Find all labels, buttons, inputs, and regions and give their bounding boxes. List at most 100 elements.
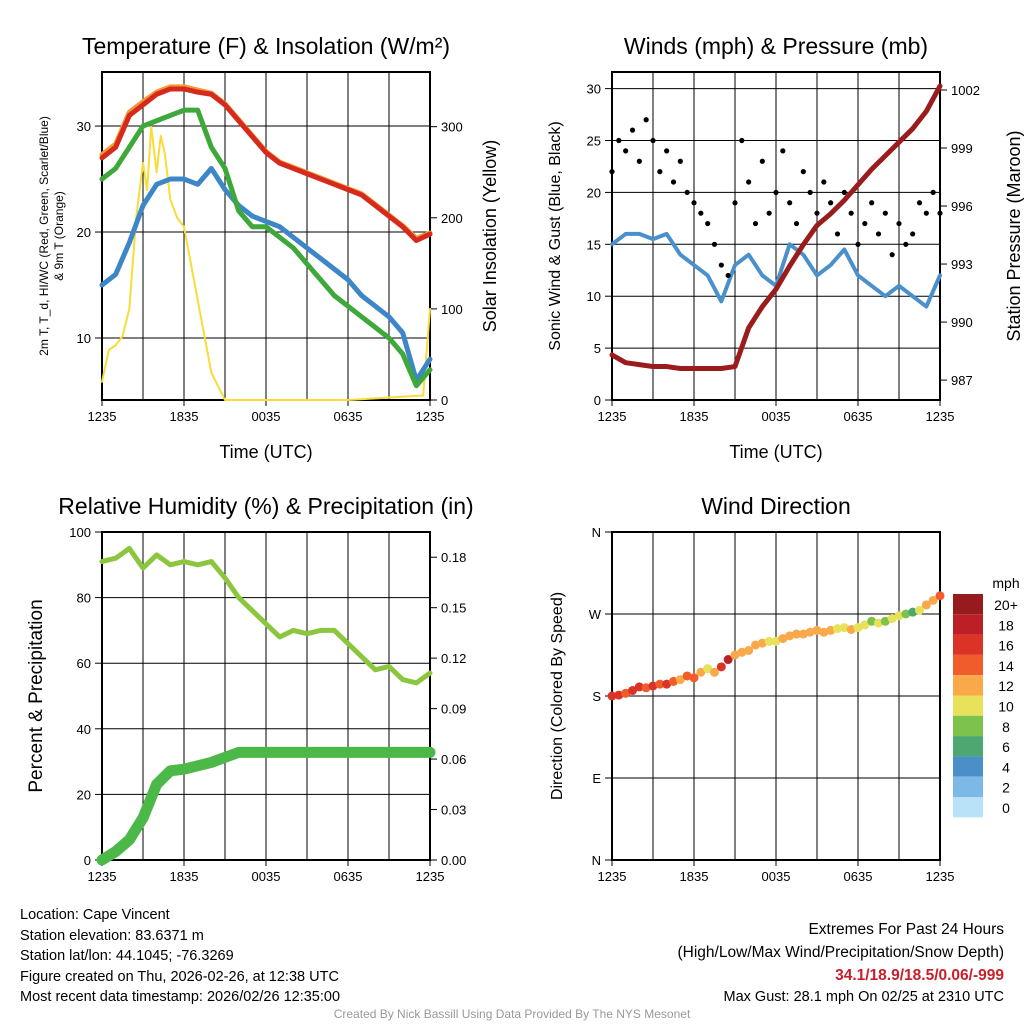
x-tick-label: 1235 <box>598 409 627 424</box>
x-tick-label: 1235 <box>598 869 627 884</box>
series-line-precipitation <box>96 746 436 866</box>
gust-point <box>862 220 868 227</box>
direction-point <box>771 636 781 646</box>
gust-point <box>677 158 683 164</box>
legend-swatch <box>953 654 983 676</box>
series-line-solar-insolation <box>101 125 431 401</box>
direction-point <box>641 683 651 693</box>
y-right-tick-label: 0.18 <box>441 550 466 565</box>
gust-point <box>609 169 615 175</box>
direction-point <box>867 616 877 626</box>
legend-label: 12 <box>998 678 1014 694</box>
direction-point <box>628 686 637 696</box>
gust-point <box>739 137 745 144</box>
series-line-hi-wc <box>99 165 433 383</box>
direction-point <box>744 645 754 655</box>
gust-point <box>752 220 759 227</box>
legend-title: mph <box>992 575 1019 591</box>
direction-point <box>723 655 733 665</box>
direction-point <box>792 629 801 639</box>
chart-title: Temperature (F) & Insolation (W/m²) <box>82 33 450 59</box>
y-axis-label: 2m T, T_d, HI/WC (Red, Green, Scarlet/Bl… <box>37 116 51 356</box>
x-tick-label: 1235 <box>926 409 955 424</box>
direction-point <box>703 664 713 674</box>
gust-point <box>807 189 813 196</box>
direction-point <box>874 618 883 628</box>
y-axis-label: Sonic Wind & Gust (Blue, Black) <box>547 121 564 350</box>
direction-point <box>928 595 938 605</box>
direction-point <box>648 681 658 691</box>
direction-point <box>935 591 945 601</box>
direction-point <box>634 682 644 692</box>
latlon-text: Station lat/lon: 44.1045; -76.3269 <box>20 948 234 964</box>
y-tick-label: 20 <box>77 787 91 802</box>
direction-point <box>669 676 678 686</box>
y-tick-label: 80 <box>77 591 91 606</box>
legend-label: 2 <box>1002 780 1010 796</box>
y-tick-label: 25 <box>587 134 601 149</box>
x-tick-label: 0635 <box>334 869 363 884</box>
direction-point <box>737 647 747 657</box>
y-tick-label: 30 <box>587 82 601 97</box>
direction-point <box>839 623 849 633</box>
y-tick-label: 40 <box>77 722 91 737</box>
y-tick-label: 60 <box>77 656 91 671</box>
gust-point <box>821 179 827 185</box>
direction-point <box>860 620 870 630</box>
direction-point <box>662 679 672 689</box>
y-right-tick-label: 100 <box>441 302 463 317</box>
y-axis-label: Percent & Precipitation <box>26 599 47 792</box>
legend-swatch <box>953 756 983 777</box>
legend-swatch <box>953 736 983 757</box>
y-right-tick-label: 300 <box>441 120 463 135</box>
gust-point <box>664 148 670 154</box>
gust-point <box>746 179 752 185</box>
plot-frame <box>101 531 431 861</box>
legend-swatch <box>953 776 983 797</box>
gust-point <box>657 169 663 175</box>
direction-point <box>730 650 740 660</box>
direction-point <box>901 609 911 619</box>
legend-swatch <box>953 634 983 655</box>
gust-point <box>725 272 731 279</box>
created-text: Figure created on Thu, 2026-02-26, at 12… <box>20 968 339 985</box>
direction-point <box>778 634 788 644</box>
legend-label: 18 <box>998 617 1014 633</box>
gust-point <box>923 210 929 216</box>
direction-point <box>675 675 685 685</box>
extremes-values: 34.1/18.9/18.5/0.06/-999 <box>835 967 1004 984</box>
legend-label: 4 <box>1002 759 1010 775</box>
gust-point <box>828 200 834 206</box>
x-tick-label: 1235 <box>416 409 445 424</box>
timestamp-text: Most recent data timestamp: 2026/02/26 1… <box>20 989 341 1005</box>
legend-label: 16 <box>998 638 1014 654</box>
max-gust-text: Max Gust: 28.1 mph On 02/25 at 2310 UTC <box>723 989 1004 1005</box>
x-tick-label: 0635 <box>334 409 363 424</box>
direction-point <box>805 627 815 637</box>
credit-text: Created By Nick Bassill Using Data Provi… <box>333 1007 691 1021</box>
y-right-tick-label: 0 <box>441 393 448 408</box>
legend-swatch <box>953 715 983 737</box>
y-tick-label: 100 <box>69 525 91 540</box>
x-tick-label: 1835 <box>680 869 709 884</box>
y-tick-label: 10 <box>587 289 601 304</box>
x-tick-label: 1835 <box>680 409 709 424</box>
direction-point <box>798 629 808 639</box>
x-tick-label: 0635 <box>844 869 873 884</box>
gust-point <box>629 127 636 133</box>
direction-point <box>716 662 726 672</box>
x-axis-label: Time (UTC) <box>729 442 822 462</box>
direction-point <box>826 625 836 635</box>
x-axis-label: Time (UTC) <box>219 442 312 462</box>
chart-title: Wind Direction <box>701 493 851 519</box>
direction-point <box>785 631 795 641</box>
gust-point <box>787 200 793 206</box>
y-right-tick-label: 999 <box>951 141 973 156</box>
legend-swatch <box>953 675 983 696</box>
gust-point <box>773 189 779 196</box>
gust-point <box>670 179 677 185</box>
y-axis-label-line2: & 9m T (Orange) <box>52 191 66 281</box>
x-tick-label: 0035 <box>762 869 791 884</box>
y-right-tick-label: 990 <box>951 315 973 330</box>
